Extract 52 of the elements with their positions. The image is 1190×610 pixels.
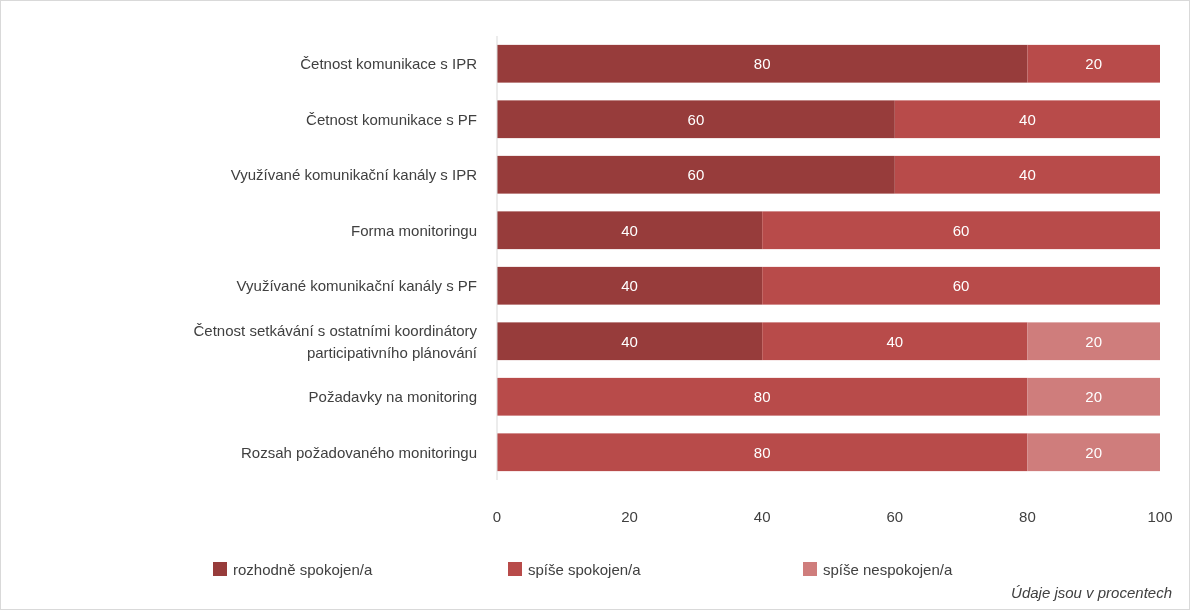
data-label: 40 bbox=[1019, 110, 1036, 128]
y-tick-label: Četnost komunikace s PF bbox=[306, 110, 477, 128]
data-label: 80 bbox=[753, 55, 771, 72]
data-label: 40 bbox=[621, 277, 638, 294]
data-label: 60 bbox=[952, 277, 970, 294]
data-label: 20 bbox=[1085, 388, 1103, 405]
bar bbox=[762, 322, 1028, 361]
bar bbox=[1027, 433, 1160, 472]
legend-label: spíše spokojen/a bbox=[528, 561, 642, 579]
y-tick-label: Četnost setkávání s ostatními koordinátory participativního plánování bbox=[193, 321, 478, 361]
data-label: 20 bbox=[1085, 55, 1103, 72]
bar bbox=[497, 433, 1028, 472]
data-label: 40 bbox=[621, 221, 638, 239]
y-tick-label: Forma monitoringu bbox=[351, 221, 477, 239]
x-tick-label: 60 bbox=[886, 508, 904, 525]
data-label: 40 bbox=[1019, 166, 1036, 183]
bar bbox=[497, 266, 763, 305]
bar bbox=[894, 155, 1160, 194]
bar bbox=[497, 155, 895, 194]
bar bbox=[762, 211, 1160, 250]
data-label: 60 bbox=[687, 166, 705, 183]
data-label: 20 bbox=[1085, 443, 1103, 461]
legend-label: rozhodně spokojen/a bbox=[233, 561, 373, 579]
bar bbox=[762, 266, 1160, 305]
x-tick-label: 80 bbox=[1019, 508, 1036, 525]
x-tick-label: 40 bbox=[753, 508, 771, 525]
y-tick-label: Rozsah požadovaného monitoringu bbox=[241, 443, 477, 461]
legend-label: spíše nespokojen/a bbox=[823, 561, 953, 579]
bar bbox=[497, 44, 1028, 83]
bar bbox=[497, 377, 1028, 416]
data-label: 40 bbox=[886, 332, 904, 350]
data-label: 80 bbox=[753, 388, 771, 405]
bar bbox=[1027, 44, 1160, 83]
y-tick-label: Využívané komunikační kanály s IPR bbox=[230, 166, 478, 183]
bar bbox=[497, 322, 763, 361]
bar bbox=[1027, 322, 1160, 361]
y-tick-label: Četnost komunikace s IPR bbox=[300, 55, 478, 72]
data-label: 80 bbox=[753, 443, 771, 461]
y-tick-label: Požadavky na monitoring bbox=[308, 388, 477, 405]
x-tick-label: 20 bbox=[621, 508, 638, 525]
x-tick-label: 0 bbox=[492, 508, 502, 525]
x-tick-label: 100 bbox=[1147, 508, 1173, 525]
bar bbox=[497, 211, 763, 250]
data-label: 20 bbox=[1085, 332, 1103, 350]
bar bbox=[894, 100, 1160, 139]
bar bbox=[497, 100, 895, 139]
text: Údaje jsou v procentech bbox=[1011, 584, 1172, 601]
bar bbox=[1027, 377, 1160, 416]
data-label: 60 bbox=[687, 110, 705, 128]
data-label: 40 bbox=[621, 332, 638, 350]
y-tick-label: Využívané komunikační kanály s PF bbox=[236, 277, 477, 294]
data-label: 60 bbox=[952, 221, 970, 239]
